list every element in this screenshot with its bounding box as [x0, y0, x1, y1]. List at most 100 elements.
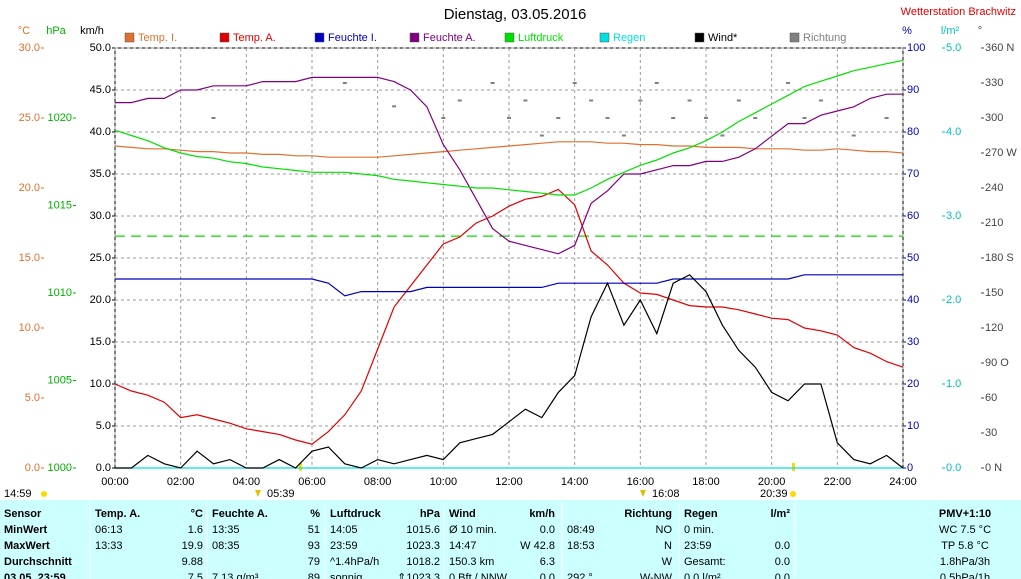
table-cell: 18:53 [567, 540, 595, 552]
y-tick-label: 30.0 [90, 210, 111, 222]
table-cell: 0.0 [775, 540, 790, 552]
direction-dot [884, 117, 889, 119]
table-cell: W 42.8 [520, 540, 555, 552]
y-tick-label: 300 [985, 112, 1003, 124]
axis-unit: % [902, 25, 912, 37]
direction-dot [736, 99, 741, 102]
y-tick-label: 0.0 [96, 462, 111, 474]
table-cell: 6.3 [540, 556, 555, 568]
table-cell: 23:59 [684, 540, 712, 552]
time-annotation: 05:39 [267, 488, 295, 500]
direction-dot [621, 134, 626, 137]
y-tick-label: 3.0 [946, 210, 961, 222]
y-tick-label: 50.0 [90, 42, 111, 54]
time-annotation: 16:08 [652, 488, 680, 500]
axis-unit: hPa [46, 25, 66, 37]
table-cell: 0 Bft / NNW [449, 572, 508, 579]
y-tick-label: 330 [985, 77, 1003, 89]
table-cell: 06:13 [95, 524, 123, 536]
table-cell: 0.0 [775, 572, 790, 579]
y-tick-label: 80 [907, 126, 919, 138]
y-tick-label: 120 [985, 322, 1003, 334]
time-annotation: 14:59 [4, 488, 32, 500]
y-tick-label: 180 S [985, 252, 1014, 264]
table-cell: PMV+1:10 [939, 508, 991, 520]
legend-label: Feuchte A. [423, 32, 476, 44]
direction-dot [441, 117, 446, 119]
table-cell: W [662, 556, 673, 568]
y-tick-label: 240 [985, 182, 1003, 194]
y-tick-label: 360 N [985, 42, 1014, 54]
y-tick-label: 0.0 [946, 462, 961, 474]
direction-dot [457, 99, 462, 102]
table-cell: km/h [529, 508, 555, 520]
direction-dot [589, 99, 594, 102]
table-cell: MaxWert [4, 540, 50, 552]
direction-dot [556, 117, 561, 119]
table-cell: Sensor [4, 508, 42, 520]
table-cell: Temp. A. [95, 508, 140, 520]
marker [790, 491, 796, 497]
table-cell: 23:59 [330, 540, 358, 552]
x-tick-label: 06:00 [298, 476, 326, 488]
time-annotation: 20:39 [760, 488, 788, 500]
marker [255, 490, 261, 497]
legend-swatch [219, 32, 230, 43]
y-tick-label: 30 [907, 336, 919, 348]
y-tick-label: 45.0 [90, 84, 111, 96]
y-tick-label: 1015 [48, 199, 72, 211]
legend-label: Temp. I. [138, 32, 177, 44]
table-cell: Feuchte A. [212, 508, 268, 520]
y-tick-label: 1.0 [946, 378, 961, 390]
table-cell: 03.05. 23:59 [4, 572, 66, 579]
table-cell: Richtung [624, 508, 672, 520]
table-cell: 08:49 [567, 524, 595, 536]
table-background [0, 500, 1021, 579]
table-cell: 9.88 [182, 556, 203, 568]
x-tick-label: 00:00 [101, 476, 129, 488]
legend-swatch [124, 32, 135, 43]
y-tick-label: 20.0 [19, 182, 40, 194]
y-tick-label: 90 O [985, 357, 1009, 369]
y-tick-label: 5.0 [946, 42, 961, 54]
table-cell: 0 min. [684, 524, 714, 536]
x-tick-label: 20:00 [758, 476, 786, 488]
y-tick-label: 1010 [48, 287, 72, 299]
marker [640, 490, 646, 497]
table-cell: 0.5hPa/1h [940, 572, 990, 579]
table-cell: 19.9 [182, 540, 203, 552]
table-cell: Wind [449, 508, 476, 520]
y-tick-label: 2.0 [946, 294, 961, 306]
table-cell: 1.6 [188, 524, 203, 536]
chart-title: Dienstag, 03.05.2016 [444, 6, 587, 23]
y-tick-label: 0 N [985, 462, 1002, 474]
y-tick-label: 5.0 [25, 392, 40, 404]
direction-dot [802, 117, 807, 119]
table-cell: Gesamt: [684, 556, 726, 568]
direction-dot [507, 117, 511, 119]
table-cell: 7.5 [188, 572, 203, 579]
x-tick-label: 24:00 [889, 476, 917, 488]
table-cell: l/m² [770, 508, 790, 520]
y-tick-label: 4.0 [946, 126, 961, 138]
y-tick-label: 25.0 [90, 252, 111, 264]
legend-label: Richtung [803, 32, 846, 44]
table-cell: 1018.2 [406, 556, 440, 568]
table-cell: 13:33 [95, 540, 123, 552]
table-cell: % [310, 508, 320, 520]
marker [41, 491, 47, 497]
direction-dot [572, 82, 577, 84]
x-tick-label: 04:00 [233, 476, 261, 488]
y-tick-label: 70 [907, 168, 919, 180]
table-cell: N [664, 540, 672, 552]
y-tick-label: 10.0 [19, 322, 40, 334]
legend-label: Regen [613, 32, 645, 44]
direction-dot [818, 99, 823, 102]
series-line [115, 76, 903, 255]
y-tick-label: 20.0 [90, 294, 111, 306]
y-tick-label: 150 [985, 287, 1003, 299]
table-cell: 1023.3 [406, 540, 440, 552]
y-tick-label: 25.0 [19, 112, 40, 124]
direction-dot [753, 117, 758, 119]
